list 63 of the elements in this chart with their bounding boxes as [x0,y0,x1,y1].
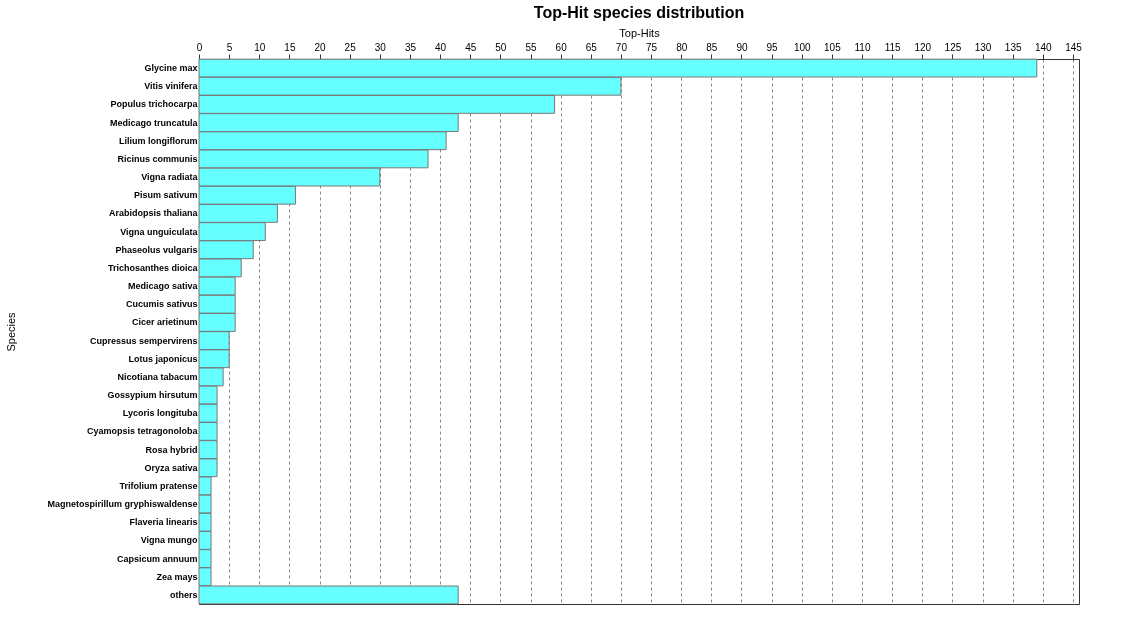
x-tick-label: 10 [254,41,266,53]
x-tick-label: 90 [736,41,748,53]
x-tick-label: 40 [435,41,447,53]
y-tick-label: Medicago sativa [127,281,199,292]
y-tick-label: Nicotiana tabacum [117,371,198,382]
y-tick-label: Gossypium hirsutum [107,390,198,401]
x-tick-label: 20 [314,41,327,53]
y-tick-label: Flaveria linearis [129,517,198,528]
y-tick-label: Lilium longiflorum [119,135,198,146]
x-tick-label: 80 [676,41,688,53]
y-tick-label: Vigna mungo [140,535,198,546]
x-tick-label: 120 [914,41,932,53]
x-tick-label: 35 [404,41,417,53]
x-tick-label: 55 [525,41,538,53]
x-tick-label: 60 [555,41,568,53]
x-tick-label: 130 [974,41,992,53]
x-tick-label: 65 [585,41,598,53]
x-tick-label: 145 [1065,41,1083,53]
x-tick-label: 75 [645,41,658,53]
x-tick-label: 125 [944,41,962,53]
y-tick-label: Arabidopsis thaliana [108,208,199,219]
y-tick-label: Vigna radiata [141,172,199,183]
x-tick-label: 110 [854,41,871,53]
y-tick-label: Trifolium pratense [119,480,198,491]
y-tick-label: Trichosanthes dioica [107,262,199,273]
y-tick-label: Magnetospirillum gryphiswaldense [47,499,198,510]
x-tick-label: 25 [344,41,357,53]
y-tick-label: Vigna unguiculata [120,226,199,237]
x-tick-label: 100 [793,41,812,53]
y-tick-label: Pisum sativum [133,190,198,201]
chart-title: Top-Hit species distribution [533,4,745,21]
y-tick-label: Zea mays [156,571,198,582]
x-tick-label: 30 [374,41,387,53]
x-axis-title: Top-Hits [619,26,661,39]
y-tick-label: Lycoris longituba [122,408,199,419]
x-tick-label: 115 [884,41,902,53]
y-tick-label: Ricinus communis [117,153,198,164]
y-tick-label: Medicago truncatula [109,117,199,128]
x-tick-label: 15 [284,41,296,53]
y-tick-label: Vitis vinifera [144,81,199,92]
y-tick-label: Rosa hybrid [145,444,198,455]
y-tick-label: Cyamopsis tetragonoloba [86,426,199,437]
y-tick-label: Cicer arietinum [131,317,198,328]
y-tick-label: Lotus japonicus [128,353,198,364]
y-tick-label: others [169,589,198,600]
y-tick-label: Capsicum annuum [116,553,198,564]
x-tick-label: 0 [196,41,203,53]
y-tick-label: Populus trichocarpa [110,99,199,110]
y-tick-label: Phaseolus vulgaris [115,244,198,255]
x-tick-label: 85 [706,41,718,53]
x-tick-label: 95 [766,41,779,53]
x-tick-label: 50 [495,41,507,53]
x-tick-label: 70 [615,41,628,53]
y-tick-label: Oryza sativa [144,462,199,473]
y-tick-label: Cucumis sativus [125,299,198,310]
x-tick-label: 45 [465,41,477,53]
y-tick-label: Cupressus sempervirens [89,335,198,346]
x-tick-label: 140 [1034,41,1053,53]
y-axis-title: Species [5,311,18,352]
x-tick-label: 105 [824,41,842,53]
y-tick-label: Glycine max [144,63,198,74]
x-tick-label: 5 [226,41,233,53]
x-tick-label: 135 [1004,41,1022,53]
